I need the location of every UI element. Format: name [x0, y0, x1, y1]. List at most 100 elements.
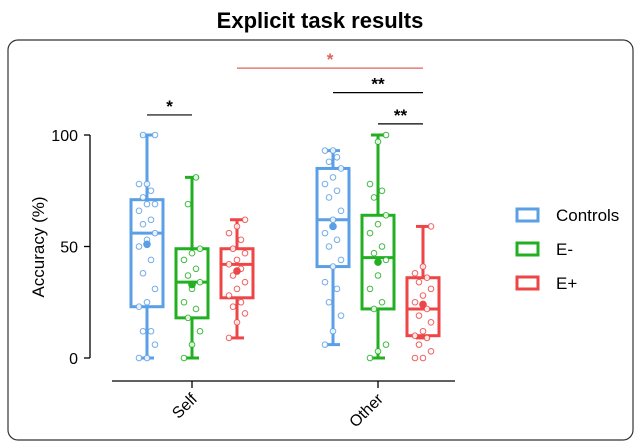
- data-point: [370, 305, 378, 313]
- legend-swatch: [515, 275, 540, 291]
- data-point: [325, 194, 333, 201]
- box-e--self: [174, 174, 210, 362]
- x-tick-label: Self: [169, 390, 201, 422]
- data-point: [139, 327, 147, 335]
- data-point: [329, 147, 337, 154]
- mean-marker: [419, 300, 427, 309]
- significance-annotation: **: [378, 106, 423, 125]
- data-point: [366, 229, 374, 237]
- data-point: [333, 236, 341, 244]
- data-point: [143, 298, 151, 306]
- box-e--self: [219, 216, 255, 342]
- y-tick-label: 100: [51, 128, 78, 145]
- significance-label: **: [394, 106, 408, 125]
- data-point: [139, 269, 147, 277]
- data-point: [188, 341, 196, 348]
- data-point: [151, 341, 159, 348]
- data-point: [233, 319, 241, 326]
- mean-marker: [233, 267, 241, 275]
- data-point: [237, 298, 245, 306]
- data-point: [241, 278, 249, 286]
- data-point: [192, 174, 200, 181]
- data-point: [423, 274, 431, 282]
- data-point: [147, 327, 155, 335]
- x-tick-label: Other: [347, 390, 388, 431]
- data-point: [329, 327, 337, 335]
- data-point: [321, 147, 329, 154]
- significance-label: *: [166, 97, 173, 116]
- legend-swatch: [515, 207, 540, 223]
- data-point: [184, 200, 192, 208]
- data-point: [229, 245, 237, 253]
- mean-marker: [188, 280, 196, 289]
- data-point: [192, 265, 200, 273]
- data-point: [139, 194, 147, 201]
- data-point: [329, 174, 337, 181]
- data-point: [321, 229, 329, 237]
- data-point: [147, 256, 155, 264]
- data-point: [233, 256, 241, 264]
- data-point: [337, 256, 345, 264]
- significance-annotation: *: [147, 97, 192, 116]
- data-point: [366, 180, 374, 188]
- data-point: [411, 354, 419, 362]
- data-point: [321, 278, 329, 286]
- data-point: [196, 245, 204, 253]
- data-point: [325, 298, 333, 306]
- data-point: [382, 211, 390, 219]
- data-point: [237, 236, 245, 244]
- significance-annotation: *: [237, 50, 423, 69]
- legend-item-e-: E+: [515, 274, 577, 293]
- data-point: [411, 269, 419, 277]
- data-point: [382, 341, 390, 348]
- y-axis-label: Accuracy (%): [29, 196, 48, 297]
- data-point: [233, 285, 241, 293]
- chart-title: Explicit task results: [217, 8, 424, 33]
- data-point: [411, 298, 419, 306]
- data-point: [229, 303, 237, 311]
- data-point: [233, 223, 241, 230]
- data-point: [337, 312, 345, 319]
- data-point: [415, 312, 423, 319]
- data-point: [143, 180, 151, 188]
- data-point: [415, 341, 423, 348]
- box-e--other: [405, 223, 441, 362]
- box-e--other: [360, 131, 396, 362]
- data-point: [411, 332, 419, 340]
- data-point: [382, 256, 390, 264]
- mean-marker: [143, 240, 151, 249]
- data-point: [415, 278, 423, 286]
- data-point: [147, 216, 155, 224]
- significance-label: *: [327, 50, 334, 69]
- box-controls-self: [129, 131, 165, 362]
- data-point: [135, 180, 143, 188]
- data-point: [366, 285, 374, 293]
- legend-item-controls: Controls: [515, 206, 619, 225]
- data-point: [229, 272, 237, 279]
- data-point: [184, 314, 192, 322]
- data-point: [333, 187, 341, 195]
- data-point: [370, 194, 378, 201]
- legend: Controls E- E+: [515, 206, 619, 293]
- data-point: [333, 285, 341, 293]
- data-point: [325, 243, 333, 250]
- data-point: [139, 220, 147, 228]
- data-point: [241, 310, 249, 317]
- data-point: [374, 138, 382, 145]
- box-controls-other: [315, 147, 351, 348]
- legend-label: E-: [556, 240, 573, 259]
- data-point: [337, 207, 345, 215]
- significance-annotation: **: [333, 75, 423, 94]
- data-point: [423, 305, 431, 313]
- data-point: [180, 298, 188, 306]
- data-point: [192, 305, 200, 313]
- data-point: [151, 229, 159, 237]
- data-point: [333, 154, 341, 161]
- data-point: [337, 165, 345, 172]
- iqr-box: [129, 198, 165, 309]
- data-point: [321, 180, 329, 188]
- data-point: [143, 354, 151, 362]
- data-point: [378, 243, 386, 250]
